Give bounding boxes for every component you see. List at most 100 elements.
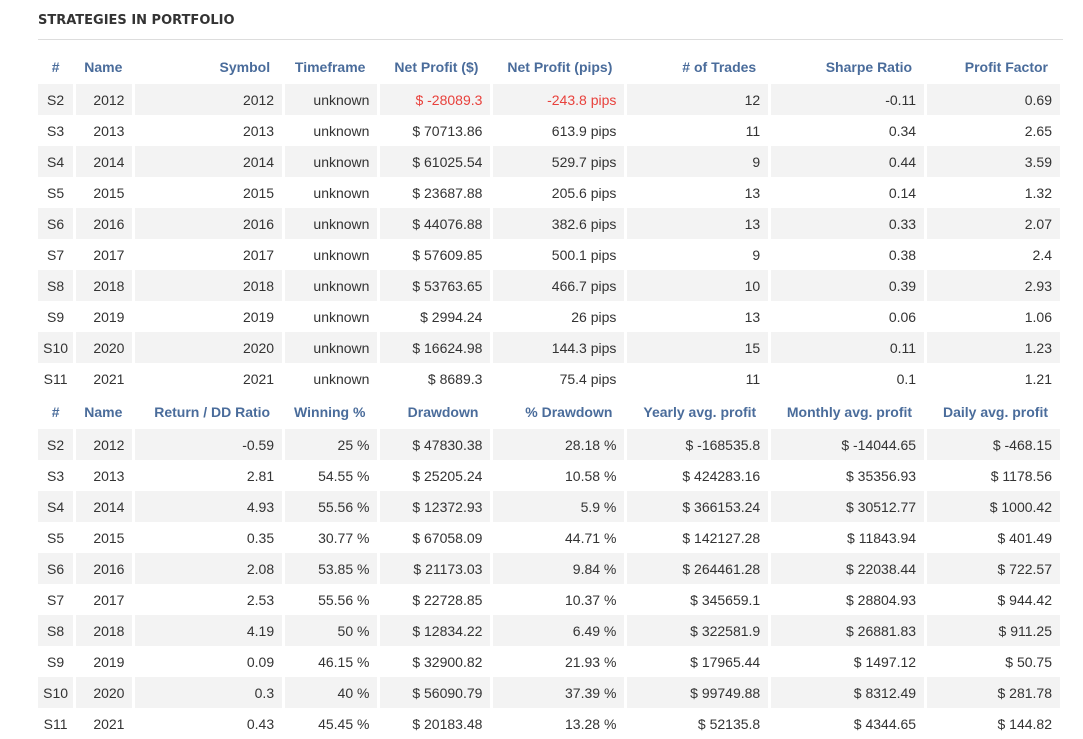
table-cell: 0.44 bbox=[771, 146, 925, 177]
table-cell: 1.23 bbox=[927, 332, 1060, 363]
table-cell: 2012 bbox=[76, 84, 133, 115]
table-cell: 11 bbox=[745, 370, 761, 387]
table-cell: $ 23687.88 bbox=[412, 184, 483, 201]
table-cell: -0.11 bbox=[771, 84, 925, 115]
table-cell: 2012 bbox=[76, 429, 133, 460]
table-cell: 466.7 pips bbox=[493, 270, 625, 301]
table-cell: S8 bbox=[38, 615, 74, 646]
table-cell: $ 50.75 bbox=[1005, 653, 1052, 670]
table-cell: S7 bbox=[47, 246, 65, 263]
header-row: # Name Return / DD Ratio Winning % Drawdown%… bbox=[38, 394, 1060, 429]
table-cell: $ 25205.24 bbox=[412, 467, 483, 484]
table-cell: $ 67058.09 bbox=[412, 529, 483, 546]
column-header[interactable]: Yearly avg. profit bbox=[643, 403, 757, 420]
table-cell: 0.06 bbox=[888, 308, 917, 325]
table-cell: $ 11843.94 bbox=[847, 529, 917, 546]
table-cell: $ 53763.65 bbox=[380, 270, 491, 301]
table-cell: $ 281.78 bbox=[927, 677, 1060, 708]
table-cell: $ 722.57 bbox=[927, 553, 1060, 584]
column-header[interactable]: Daily avg. profit bbox=[942, 403, 1048, 420]
column-header[interactable]: Name bbox=[84, 58, 123, 75]
table-cell: 13 bbox=[744, 308, 761, 325]
column-header[interactable]: Profit Factor bbox=[964, 58, 1048, 75]
table-cell: 0.43 bbox=[246, 715, 275, 732]
table-cell: 37.39 % bbox=[493, 677, 625, 708]
table-cell: $ 401.49 bbox=[997, 529, 1053, 546]
table-row: S9 2019 0.09 46.15 % $ 32900.82 21.93 % $ 1796… bbox=[38, 646, 1060, 677]
table-cell: 1.32 bbox=[1024, 184, 1052, 201]
table-cell: 2019 bbox=[93, 308, 125, 325]
table-cell: $ -468.15 bbox=[927, 429, 1060, 460]
table-cell: 2013 bbox=[93, 122, 125, 139]
column-header[interactable]: # bbox=[51, 403, 60, 420]
header-row: # Name Symbol Timeframe Net Profit ($) Net Pr… bbox=[38, 49, 1060, 84]
table-cell: 2020 bbox=[135, 332, 283, 363]
table-cell: $ 8312.49 bbox=[771, 677, 925, 708]
table-cell: S11 bbox=[43, 715, 68, 732]
column-header[interactable]: # of Trades bbox=[682, 58, 757, 75]
table-cell: unknown bbox=[313, 308, 370, 325]
table-cell: $ 12834.22 bbox=[380, 615, 491, 646]
table-cell: $ 52135.8 bbox=[697, 715, 761, 732]
table-cell: 500.1 pips bbox=[551, 246, 617, 263]
table-cell: 44.71 % bbox=[565, 529, 617, 546]
table-cell: S2 bbox=[38, 429, 74, 460]
table-cell: S9 bbox=[47, 653, 65, 670]
table-cell: $ 1497.12 bbox=[853, 653, 917, 670]
table-cell: $ 1178.56 bbox=[990, 467, 1052, 484]
table-cell: 2013 bbox=[242, 122, 275, 139]
table-cell: 2019 bbox=[242, 308, 275, 325]
table-cell: unknown bbox=[313, 122, 370, 139]
table-cell: 46.15 % bbox=[318, 653, 370, 670]
column-header[interactable]: # bbox=[51, 58, 60, 75]
table-cell: S3 bbox=[47, 122, 65, 139]
column-header[interactable]: Monthly avg. profit bbox=[786, 403, 913, 420]
column-header[interactable]: Timeframe bbox=[294, 58, 366, 75]
column-header[interactable]: Sharpe Ratio bbox=[825, 58, 913, 75]
column-header[interactable]: Winning % bbox=[294, 403, 366, 420]
column-header[interactable]: Net Profit (pips) bbox=[507, 58, 613, 75]
table-cell: 25 % bbox=[285, 429, 378, 460]
table-cell: 2.4 bbox=[1032, 246, 1052, 263]
table-cell: 2014 bbox=[76, 491, 133, 522]
table-cell: $ 70713.86 bbox=[412, 122, 483, 139]
table-cell: $ 345659.1 bbox=[690, 591, 761, 608]
table-cell: 2017 bbox=[93, 591, 125, 608]
table-cell: 0.38 bbox=[888, 246, 917, 263]
table-cell: 2021 bbox=[242, 370, 275, 387]
table-cell: $ 32900.82 bbox=[412, 653, 483, 670]
table-cell: 9.84 % bbox=[493, 553, 625, 584]
table-cell: 0.11 bbox=[771, 332, 925, 363]
table-cell: $ 99749.88 bbox=[627, 677, 769, 708]
table-cell: 2014 bbox=[76, 146, 133, 177]
column-header[interactable]: Symbol bbox=[219, 58, 271, 75]
table-cell: 2.93 bbox=[927, 270, 1060, 301]
column-header[interactable]: % Drawdown bbox=[525, 403, 613, 420]
table-cell: 2012 bbox=[135, 84, 283, 115]
table-cell: 2018 bbox=[76, 270, 133, 301]
column-header[interactable]: Return / DD Ratio bbox=[154, 403, 271, 420]
table-row: S5 2015 0.35 30.77 % $ 67058.09 44.71 % $ 1421… bbox=[38, 522, 1060, 553]
table-cell: 75.4 pips bbox=[559, 370, 617, 387]
table-row: S3 2013 2.81 54.55 % $ 25205.24 10.58 % $ 4242… bbox=[38, 460, 1060, 491]
table-cell: 2017 bbox=[93, 246, 125, 263]
column-header[interactable]: Net Profit ($) bbox=[394, 58, 479, 75]
table-cell: 2.07 bbox=[927, 208, 1060, 239]
table-cell: 54.55 % bbox=[318, 467, 370, 484]
table-cell: 2021 bbox=[93, 715, 125, 732]
table-cell: 2014 bbox=[135, 146, 283, 177]
table-cell: 2018 bbox=[76, 615, 133, 646]
table-cell: 529.7 pips bbox=[493, 146, 625, 177]
table-cell: S6 bbox=[38, 553, 74, 584]
table-cell: 13 bbox=[744, 184, 761, 201]
column-header[interactable]: Name bbox=[84, 403, 123, 420]
table-cell: 2015 bbox=[93, 184, 125, 201]
column-header[interactable]: Drawdown bbox=[407, 403, 479, 420]
strategies-table: # Name Symbol Timeframe Net Profit ($) Net Pr… bbox=[35, 49, 1063, 739]
table-cell: $ 20183.48 bbox=[412, 715, 483, 732]
table-cell: $ 16624.98 bbox=[380, 332, 491, 363]
table-cell: S9 bbox=[47, 308, 65, 325]
table-cell: S7 bbox=[47, 591, 65, 608]
table-cell: 3.59 bbox=[927, 146, 1060, 177]
table-cell: 2013 bbox=[93, 467, 125, 484]
